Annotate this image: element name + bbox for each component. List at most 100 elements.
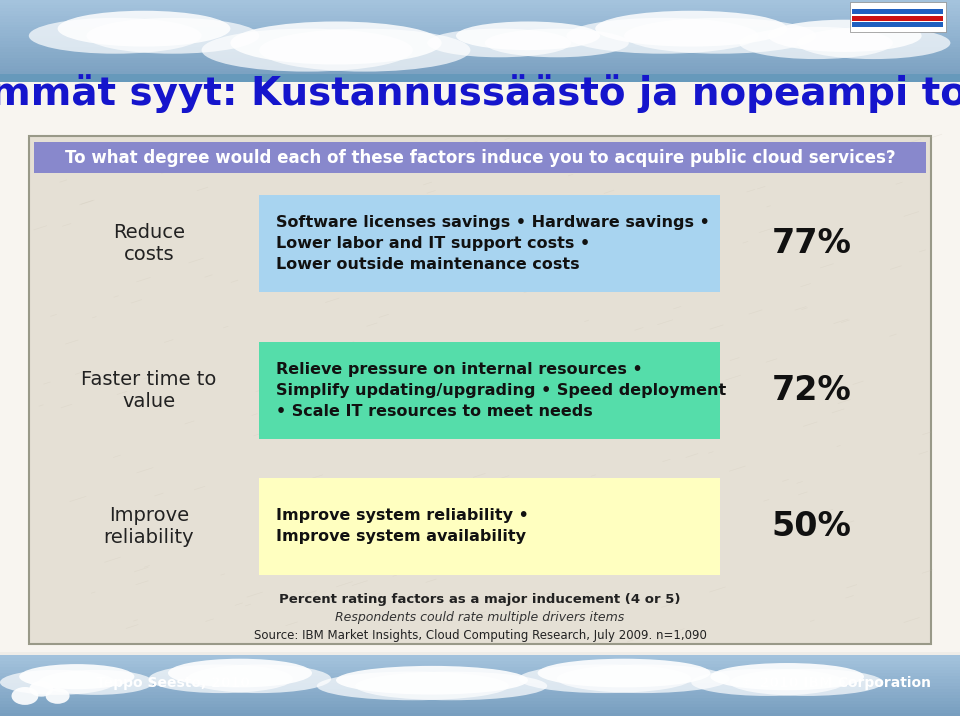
Bar (0, 41, 960, 44)
Bar (0, 667, 960, 670)
Ellipse shape (739, 26, 893, 59)
Ellipse shape (336, 666, 528, 695)
Bar (0, 47, 960, 49)
Bar (0, 0, 960, 3)
Bar (0, 72, 960, 74)
Bar (0, 52, 960, 55)
Ellipse shape (624, 18, 816, 54)
Bar (0, 55, 960, 58)
Ellipse shape (149, 664, 293, 693)
Text: Teppo Seesto, 2010: Teppo Seesto, 2010 (96, 676, 250, 690)
Bar (0, 24, 960, 27)
Bar (0, 692, 960, 695)
Bar (0, 670, 960, 673)
Ellipse shape (45, 688, 69, 704)
Bar (852, 22, 943, 27)
Bar (0, 14, 960, 16)
Text: 50%: 50% (771, 510, 852, 543)
Bar (0, 44, 960, 47)
Bar (0, 710, 960, 713)
Text: 77%: 77% (771, 227, 852, 260)
Ellipse shape (0, 670, 115, 695)
Bar (34, 142, 926, 173)
Bar (0, 686, 960, 689)
Bar (0, 713, 960, 716)
Ellipse shape (691, 669, 845, 696)
Bar (0, 11, 960, 14)
Text: Relieve pressure on internal resources •
Simplify updating/upgrading • Speed dep: Relieve pressure on internal resources •… (276, 362, 727, 419)
Ellipse shape (168, 659, 312, 687)
Bar (259, 478, 720, 574)
Ellipse shape (797, 26, 950, 59)
Bar (0, 677, 960, 679)
Bar (0, 655, 960, 658)
Bar (0, 679, 960, 682)
Ellipse shape (518, 664, 691, 693)
Ellipse shape (557, 664, 730, 693)
Ellipse shape (595, 11, 787, 47)
Bar (0, 6, 960, 8)
Bar (0, 60, 960, 63)
Ellipse shape (58, 11, 230, 47)
Bar (0, 30, 960, 33)
Bar (0, 49, 960, 52)
Text: Reduce
costs: Reduce costs (113, 223, 184, 264)
Ellipse shape (29, 681, 54, 697)
Ellipse shape (355, 672, 547, 700)
Text: © 2010 IBM Corporation: © 2010 IBM Corporation (741, 676, 931, 690)
Ellipse shape (230, 21, 442, 64)
Bar (0, 22, 960, 24)
Bar (0, 689, 960, 692)
Bar (0, 74, 960, 82)
Ellipse shape (259, 29, 470, 72)
Bar (0, 33, 960, 36)
Bar (0, 707, 960, 710)
Bar (0, 39, 960, 41)
Bar (850, 2, 946, 32)
Bar (259, 195, 720, 292)
Bar (0, 19, 960, 22)
Bar (0, 63, 960, 66)
Bar (0, 16, 960, 19)
Bar (0, 3, 960, 6)
Ellipse shape (427, 29, 571, 57)
Ellipse shape (19, 664, 134, 689)
Bar (0, 673, 960, 677)
Text: Tärkeimmät syyt: Kustannussäästö ja nopeampi toimitus: Tärkeimmät syyt: Kustannussäästö ja nope… (0, 74, 960, 112)
Text: Improve
reliability: Improve reliability (104, 505, 194, 547)
Bar (0, 77, 960, 79)
Text: 72%: 72% (771, 374, 852, 407)
Ellipse shape (317, 672, 509, 700)
Bar (0, 695, 960, 697)
Text: Percent rating factors as a major inducement (4 or 5): Percent rating factors as a major induce… (279, 593, 681, 606)
Ellipse shape (566, 18, 758, 54)
Ellipse shape (456, 21, 600, 50)
Text: Faster time to
value: Faster time to value (81, 369, 217, 411)
Ellipse shape (86, 18, 259, 54)
Bar (0, 82, 960, 652)
Bar (0, 704, 960, 707)
Text: To what degree would each of these factors induce you to acquire public cloud se: To what degree would each of these facto… (64, 148, 896, 167)
Bar (0, 36, 960, 39)
Bar (0, 701, 960, 704)
Ellipse shape (29, 18, 202, 54)
Bar (0, 664, 960, 667)
Ellipse shape (730, 669, 883, 696)
Bar (0, 658, 960, 662)
Bar (29, 136, 931, 644)
Bar (0, 79, 960, 82)
Ellipse shape (485, 29, 629, 57)
Text: Source: IBM Market Insights, Cloud Computing Research, July 2009. n=1,090: Source: IBM Market Insights, Cloud Compu… (253, 629, 707, 642)
Ellipse shape (187, 664, 331, 693)
Bar (0, 66, 960, 69)
Bar (852, 9, 943, 14)
Bar (259, 342, 720, 438)
Text: Respondents could rate multiple drivers items: Respondents could rate multiple drivers … (335, 611, 625, 624)
Ellipse shape (202, 29, 413, 72)
Bar (0, 57, 960, 60)
Bar (0, 662, 960, 664)
Bar (0, 27, 960, 30)
Text: Software licenses savings • Hardware savings •
Lower labor and IT support costs : Software licenses savings • Hardware sav… (276, 215, 710, 272)
Ellipse shape (12, 687, 38, 705)
Bar (0, 69, 960, 72)
